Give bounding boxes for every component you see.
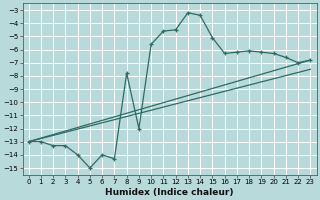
X-axis label: Humidex (Indice chaleur): Humidex (Indice chaleur) — [105, 188, 234, 197]
